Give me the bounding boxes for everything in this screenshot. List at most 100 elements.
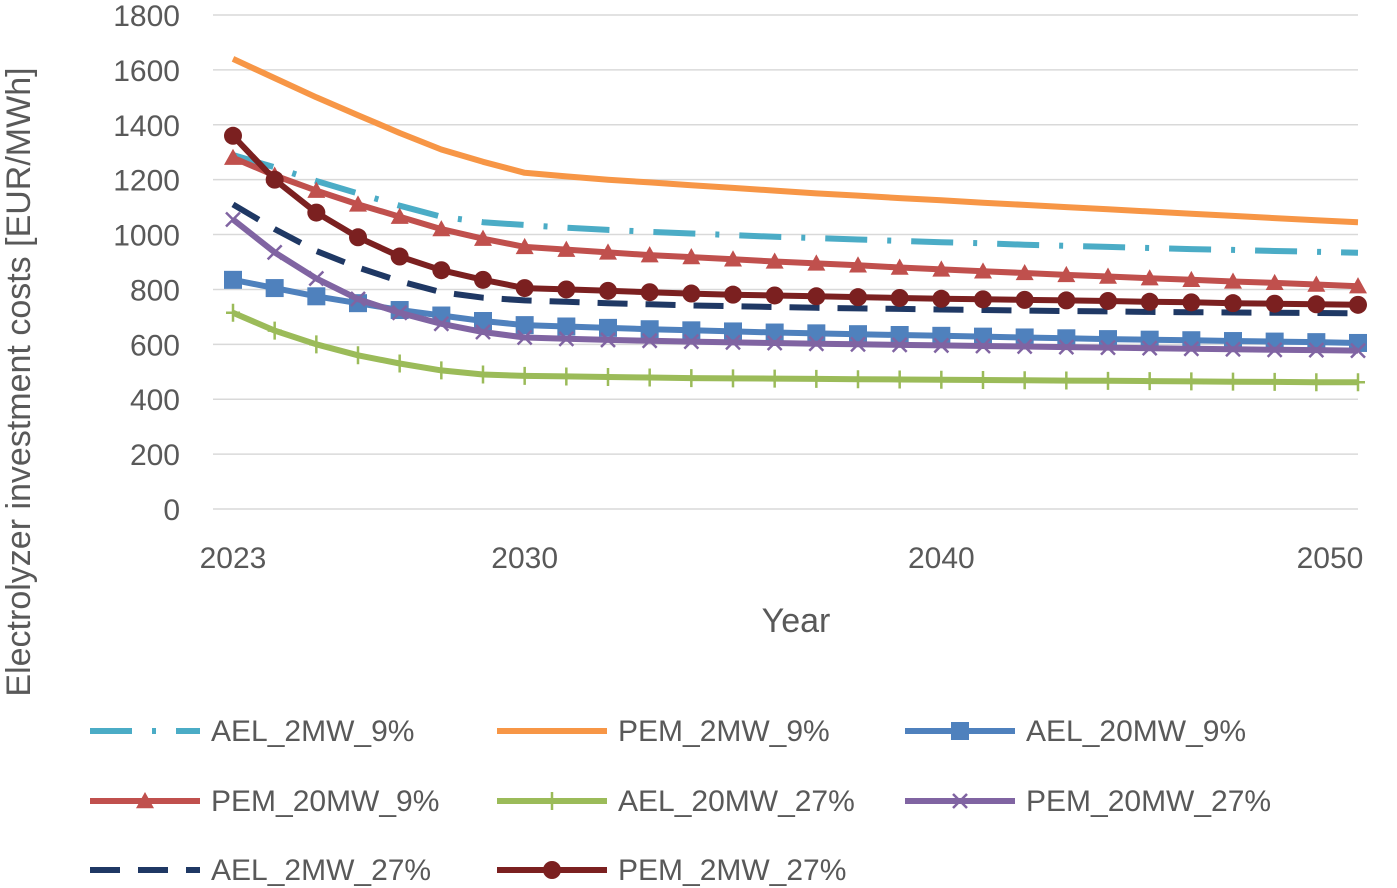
data-point [892,370,907,389]
data-point [307,181,326,198]
data-point [724,250,742,267]
data-point [559,367,574,386]
data-point [974,262,992,279]
data-point [849,325,867,344]
data-point [765,323,784,342]
data-point [807,254,826,271]
data-point [224,148,242,165]
data-point [1017,371,1032,390]
data-point [601,367,615,386]
data-point [767,369,782,388]
data-point [849,256,867,273]
data-point [1349,295,1367,314]
data-point [1224,272,1242,289]
data-point [809,369,824,388]
data-point [933,337,950,354]
series-line [231,154,1359,290]
data-point [851,370,865,389]
data-point [1265,273,1284,291]
data-point [1099,267,1117,284]
legend-label: AEL_20MW_27% [618,785,855,818]
data-point [1057,265,1076,283]
data-point [543,861,561,879]
data-point [433,315,450,332]
x-tick-label: 2023 [200,542,267,575]
data-point [1184,372,1199,391]
data-point [891,336,908,353]
data-point [807,324,826,343]
data-point [682,248,701,265]
data-point [1182,293,1201,312]
data-point [890,288,909,307]
data-point [307,287,326,306]
data-point [1016,338,1033,355]
x-axis-ticks: 2023 2030 2040 2050 [200,542,1364,575]
data-point [642,368,657,387]
data-point [765,286,784,305]
data-point [640,283,659,302]
data-point [265,170,284,189]
y-tick-label: 400 [130,384,180,417]
data-point [226,303,240,322]
data-point [1265,294,1284,313]
data-point [392,354,407,373]
legend-label: PEM_2MW_9% [618,715,830,748]
data-point [1101,371,1115,390]
data-point [1349,277,1367,294]
data-point [599,281,617,300]
data-point [308,270,325,287]
series-line [230,133,1359,308]
data-point [1225,341,1241,358]
series-AEL_2MW_9% [232,152,1359,256]
series-PEM_20MW_27% [225,211,1366,359]
data-point [1351,373,1365,392]
data-point [1350,342,1366,359]
data-point [516,329,533,346]
data-point [890,326,909,345]
y-tick-label: 1800 [113,0,180,33]
legend-label: PEM_20MW_9% [211,785,439,818]
legend-label: PEM_20MW_27% [1026,785,1271,818]
data-point [349,228,367,247]
y-tick-label: 1000 [113,220,180,253]
data-point [557,240,576,257]
data-point [1266,341,1283,358]
data-point [474,229,492,246]
data-point [391,304,408,321]
data-point [1057,291,1076,310]
series-PEM_2MW_27% [224,126,1367,314]
series-line [231,56,1359,226]
data-point [951,722,969,740]
data-point [1224,294,1242,313]
data-point [1309,373,1324,392]
data-point [515,279,534,298]
data-point [545,792,559,810]
data-point [850,336,866,353]
data-point [724,322,742,341]
data-point [1100,339,1116,356]
data-point [475,324,491,340]
data-point [476,365,490,384]
y-tick-label: 1400 [113,110,180,143]
data-point [266,244,283,261]
y-tick-label: 200 [130,439,180,472]
legend-item: PEM_20MW_27% [905,785,1271,818]
y-tick-label: 1600 [113,55,180,88]
data-point [1308,342,1325,358]
data-point [683,333,700,350]
series-AEL_2MW_27% [231,201,1359,317]
legend-label: AEL_20MW_9% [1026,715,1246,748]
data-point [136,792,154,809]
legend-item: AEL_2MW_27% [90,854,431,887]
legend-item: AEL_20MW_27% [497,785,855,818]
series-AEL_20MW_27% [226,303,1365,392]
gridlines [213,14,1358,455]
legend-item: AEL_2MW_9% [90,715,414,748]
data-point [641,332,658,349]
data-point [726,369,740,388]
data-point [350,291,366,307]
data-point [517,366,532,385]
legend-item: AEL_20MW_9% [905,715,1246,748]
data-point [432,261,451,280]
